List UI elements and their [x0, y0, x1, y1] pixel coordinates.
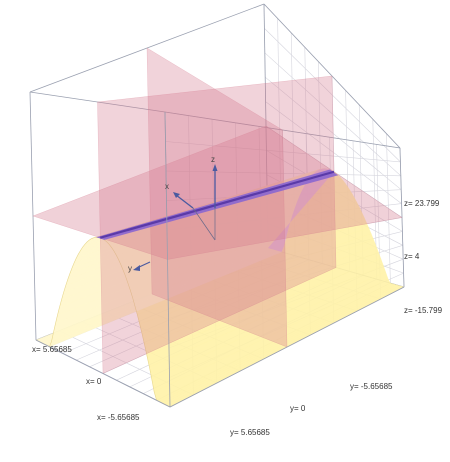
origin-axes: z x y: [128, 155, 218, 273]
plane-x-0: [97, 75, 337, 374]
y-axis-label: y: [128, 264, 132, 273]
box-edge: [29, 3, 265, 93]
grid-line: [165, 170, 401, 177]
tick-labels: x= 5.65685 x= 0 x= -5.65685 y= 5.65685 y…: [32, 199, 443, 437]
tick-label-y-min: y= -5.65685: [350, 382, 393, 391]
x-axis-label: x: [165, 182, 169, 191]
y-axis-arrowhead: [133, 265, 140, 271]
ridge-line: [99, 170, 335, 239]
tick-label-x-min: x= -5.65685: [97, 413, 140, 422]
plane-z-4: [32, 125, 403, 260]
tick-label-y-max: y= 5.65685: [230, 428, 270, 437]
x-axis-arrow: [175, 194, 194, 209]
bounding-box-front: [35, 111, 405, 408]
box-edge: [164, 111, 401, 149]
tick-label-x-max: x= 5.65685: [32, 345, 72, 354]
grid-line: [264, 52, 402, 177]
box-front-edge: [169, 286, 405, 408]
tick-label-z-max: z= 23.799: [404, 199, 440, 208]
box-edge: [399, 147, 405, 288]
grid-line: [265, 101, 402, 204]
z-axis-arrowhead: [212, 164, 218, 171]
box-front-edge: [35, 339, 171, 408]
box-edge: [29, 91, 166, 113]
grid-line: [264, 28, 401, 163]
tick-label-y-mid: y= 0: [290, 404, 306, 413]
grid-line: [265, 76, 402, 190]
tick-label-z-min: z= -15.799: [404, 306, 443, 315]
surface-underside: [268, 168, 334, 252]
tick-label-z-mid: z= 4: [404, 252, 420, 261]
surface-ridge: [96, 169, 339, 240]
z-axis-label: z: [211, 155, 215, 164]
tick-label-x-mid: x= 0: [86, 377, 102, 386]
box-edge: [29, 91, 37, 341]
coordinate-planes: [32, 47, 403, 374]
box-front-edge: [164, 111, 171, 408]
axis-guide-2: [192, 207, 216, 241]
box-edge: [263, 3, 401, 149]
x-axis-arrowhead: [173, 192, 180, 198]
plane-y-0: [146, 47, 288, 348]
grid-line: [165, 141, 401, 163]
